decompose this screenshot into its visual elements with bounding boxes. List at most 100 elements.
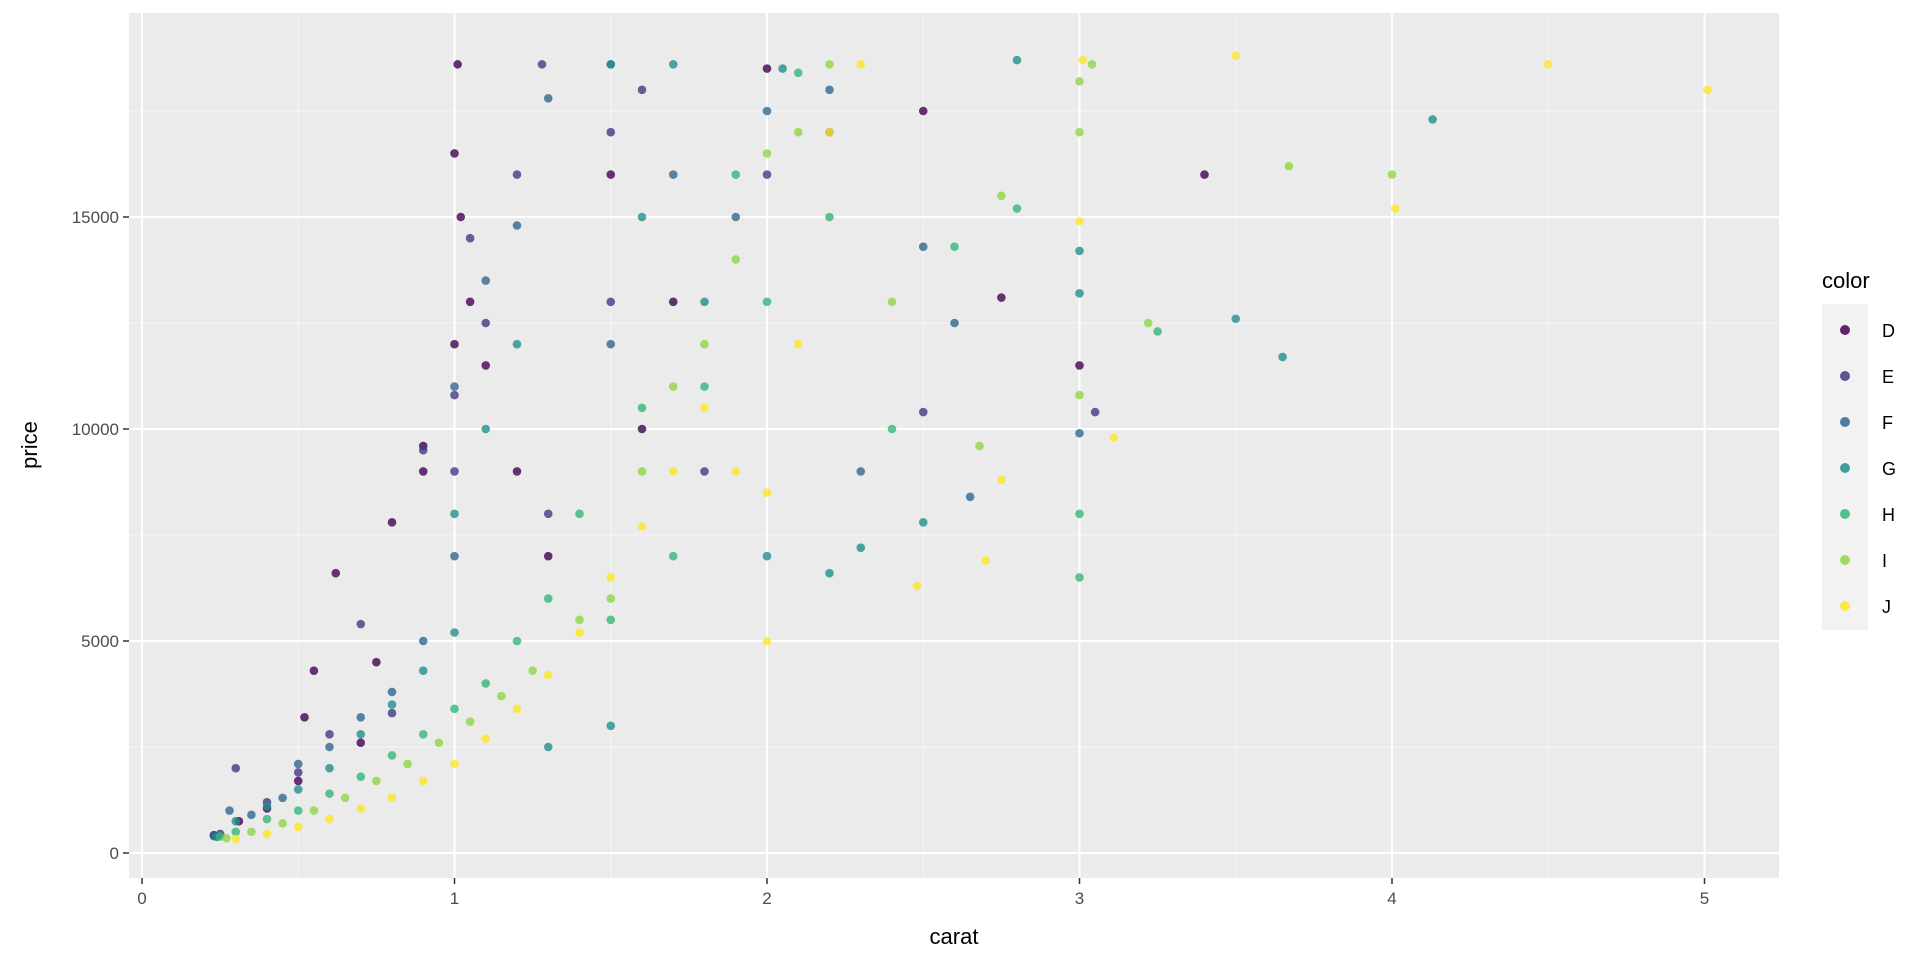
data-point-F	[918, 242, 928, 251]
data-point-G	[543, 742, 553, 752]
data-point-H	[293, 806, 303, 815]
data-point-G	[1075, 246, 1084, 256]
data-point-G	[481, 424, 491, 434]
x-tick-label: 5	[1700, 889, 1709, 908]
legend-items: D E F G H I J	[1840, 321, 1896, 617]
data-point-E	[762, 170, 772, 179]
data-point-H	[606, 615, 616, 625]
data-point-G	[1231, 314, 1241, 324]
data-point-D	[309, 666, 319, 675]
x-axis-title: carat	[930, 924, 979, 949]
data-point-I	[668, 382, 678, 391]
data-point-F	[965, 492, 975, 502]
data-point-H	[387, 751, 397, 760]
data-point-I	[247, 827, 256, 837]
data-point-D	[997, 293, 1006, 302]
data-point-I	[1075, 127, 1084, 137]
data-point-F	[387, 687, 397, 697]
data-point-I	[278, 819, 287, 828]
data-point-J	[512, 704, 522, 714]
data-point-E	[481, 318, 491, 328]
data-point-I	[606, 594, 616, 603]
data-point-J	[668, 467, 678, 476]
data-point-E	[512, 170, 522, 179]
data-point-J	[856, 60, 866, 69]
data-point-F	[825, 85, 834, 95]
data-point-I	[700, 339, 709, 349]
data-point-G	[606, 721, 616, 731]
data-point-D	[356, 738, 366, 748]
data-point-I	[222, 833, 231, 843]
data-points	[209, 51, 1712, 844]
data-point-I	[731, 255, 741, 264]
y-axis: 0 5000 10000 15000	[72, 208, 129, 863]
data-point-I	[372, 776, 381, 786]
data-point-J	[1703, 85, 1712, 95]
data-point-H	[512, 636, 522, 646]
data-point-F	[356, 713, 366, 722]
data-point-I	[997, 191, 1006, 201]
data-point-J	[762, 636, 772, 646]
data-point-F	[512, 221, 522, 230]
legend-label-H: H	[1882, 505, 1895, 525]
data-point-H	[700, 382, 709, 391]
legend-key-J	[1840, 601, 1850, 611]
data-point-G	[825, 568, 834, 578]
data-point-D	[372, 657, 381, 667]
data-point-D	[918, 106, 928, 116]
data-point-J	[387, 793, 397, 803]
data-point-D	[1200, 170, 1209, 179]
data-point-E	[918, 407, 928, 417]
data-point-E	[537, 60, 547, 69]
data-point-D	[293, 776, 303, 786]
data-point-D	[481, 361, 491, 370]
data-point-E	[637, 85, 647, 95]
data-point-J	[762, 488, 772, 497]
data-point-I	[1075, 390, 1084, 400]
data-point-E	[606, 127, 616, 137]
data-point-F	[225, 806, 234, 815]
legend-label-E: E	[1882, 367, 1894, 387]
data-point-H	[887, 424, 897, 434]
data-point-E	[1090, 407, 1100, 417]
data-point-J	[356, 804, 366, 813]
data-point-D	[762, 64, 772, 73]
data-point-I	[1075, 77, 1084, 86]
data-point-G	[1428, 115, 1437, 124]
data-point-D	[1075, 361, 1084, 370]
data-point-H	[481, 679, 491, 688]
y-tick-label: 0	[110, 844, 119, 863]
data-point-J	[543, 670, 553, 680]
data-point-G	[918, 517, 928, 527]
data-point-J	[981, 556, 991, 565]
data-point-G	[1075, 289, 1084, 298]
data-point-I	[887, 297, 897, 307]
data-point-F	[762, 106, 772, 116]
data-point-D	[512, 467, 522, 476]
data-point-J	[1231, 51, 1241, 61]
x-tick-label: 0	[137, 889, 146, 908]
data-point-G	[293, 785, 303, 794]
data-point-F	[1075, 428, 1084, 438]
data-point-E	[418, 445, 428, 455]
data-point-H	[950, 242, 959, 251]
legend-title: color	[1822, 268, 1870, 293]
data-point-D	[453, 60, 462, 69]
data-point-E	[356, 619, 366, 629]
data-point-E	[700, 467, 709, 476]
data-point-G	[637, 212, 647, 222]
data-point-J	[1109, 433, 1119, 442]
data-point-F	[606, 339, 616, 349]
data-point-G	[450, 509, 459, 519]
data-point-J	[700, 403, 709, 413]
data-point-H	[1153, 327, 1162, 336]
data-point-J	[481, 734, 491, 743]
data-point-I	[1387, 170, 1397, 179]
minor-gridlines	[129, 13, 1779, 878]
data-point-F	[481, 276, 491, 285]
data-point-F	[450, 382, 459, 391]
data-point-F	[856, 467, 866, 476]
data-point-G	[356, 729, 366, 739]
data-point-F	[450, 551, 459, 561]
